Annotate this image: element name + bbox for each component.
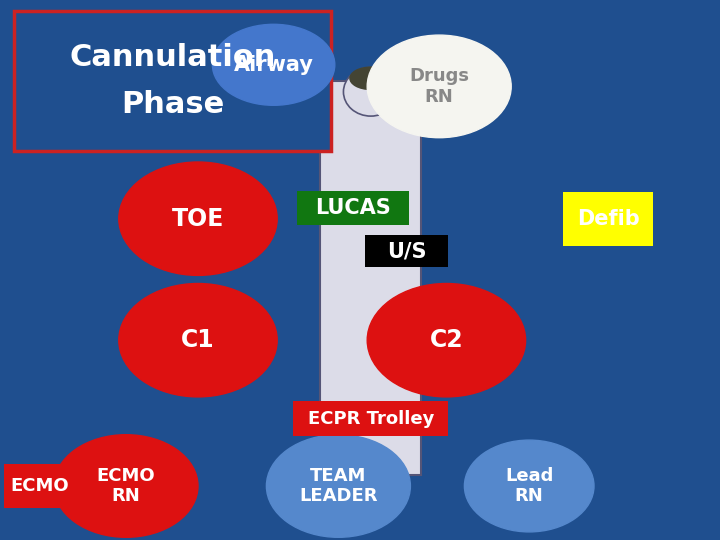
FancyBboxPatch shape (294, 401, 448, 436)
Text: Cannulation
Phase: Cannulation Phase (70, 43, 276, 119)
Ellipse shape (367, 284, 526, 397)
Ellipse shape (343, 68, 398, 116)
Text: U/S: U/S (387, 241, 426, 261)
FancyBboxPatch shape (4, 464, 76, 508)
Text: ECMO: ECMO (10, 477, 69, 495)
Ellipse shape (119, 162, 277, 275)
FancyBboxPatch shape (320, 81, 421, 475)
FancyBboxPatch shape (297, 191, 409, 225)
Ellipse shape (367, 35, 511, 138)
Text: TOE: TOE (172, 207, 224, 231)
Text: LUCAS: LUCAS (315, 198, 391, 218)
Text: Drugs
RN: Drugs RN (409, 67, 469, 106)
Ellipse shape (119, 284, 277, 397)
Text: C2: C2 (430, 328, 463, 352)
Text: Airway: Airway (234, 55, 313, 75)
Text: ECMO
RN: ECMO RN (96, 467, 156, 505)
Ellipse shape (464, 440, 594, 532)
FancyBboxPatch shape (14, 11, 331, 151)
Ellipse shape (212, 24, 335, 105)
Text: Lead
RN: Lead RN (505, 467, 554, 505)
Ellipse shape (266, 435, 410, 537)
Text: ECPR Trolley: ECPR Trolley (307, 409, 434, 428)
Ellipse shape (54, 435, 198, 537)
FancyBboxPatch shape (365, 235, 448, 267)
Text: Defib: Defib (577, 208, 640, 229)
FancyBboxPatch shape (563, 192, 654, 246)
Ellipse shape (349, 66, 392, 90)
Text: C1: C1 (181, 328, 215, 352)
Text: TEAM
LEADER: TEAM LEADER (299, 467, 378, 505)
